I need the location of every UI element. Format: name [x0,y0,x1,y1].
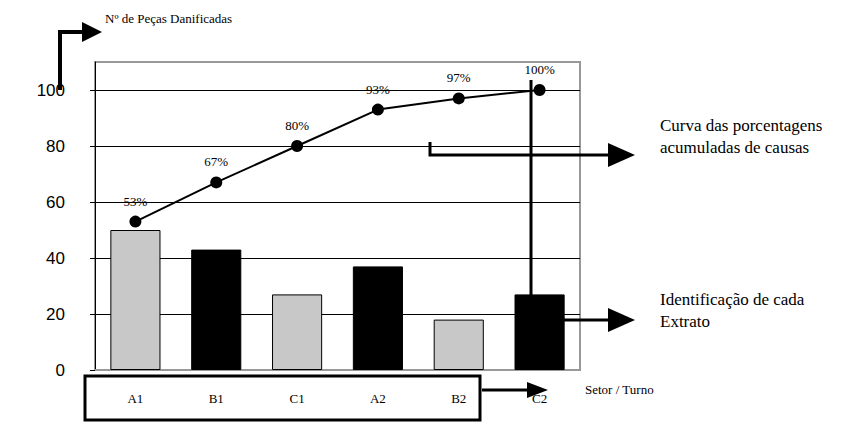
svg-text:20: 20 [46,305,65,324]
svg-text:80%: 80% [285,118,309,133]
svg-text:Identificação de cada: Identificação de cada [660,290,809,309]
svg-text:100: 100 [37,81,65,100]
svg-text:Setor / Turno: Setor / Turno [585,382,654,397]
svg-text:80: 80 [46,137,65,156]
svg-text:B1: B1 [209,391,224,406]
svg-text:Nº de Peças Danificadas: Nº de Peças Danificadas [105,11,232,26]
svg-text:A1: A1 [127,391,143,406]
svg-text:100%: 100% [524,62,555,77]
svg-text:C2: C2 [532,391,547,406]
svg-text:67%: 67% [204,154,228,169]
svg-text:97%: 97% [447,70,471,85]
svg-text:Curva das porcentagens: Curva das porcentagens [660,116,827,135]
svg-text:0: 0 [56,361,65,380]
svg-text:acumuladas de causas: acumuladas de causas [660,138,809,157]
svg-text:53%: 53% [123,194,147,209]
svg-text:Extrato: Extrato [660,312,710,331]
svg-text:93%: 93% [366,82,390,97]
svg-text:B2: B2 [451,391,466,406]
svg-text:40: 40 [46,249,65,268]
svg-text:C1: C1 [289,391,304,406]
svg-text:60: 60 [46,193,65,212]
svg-text:A2: A2 [370,391,386,406]
